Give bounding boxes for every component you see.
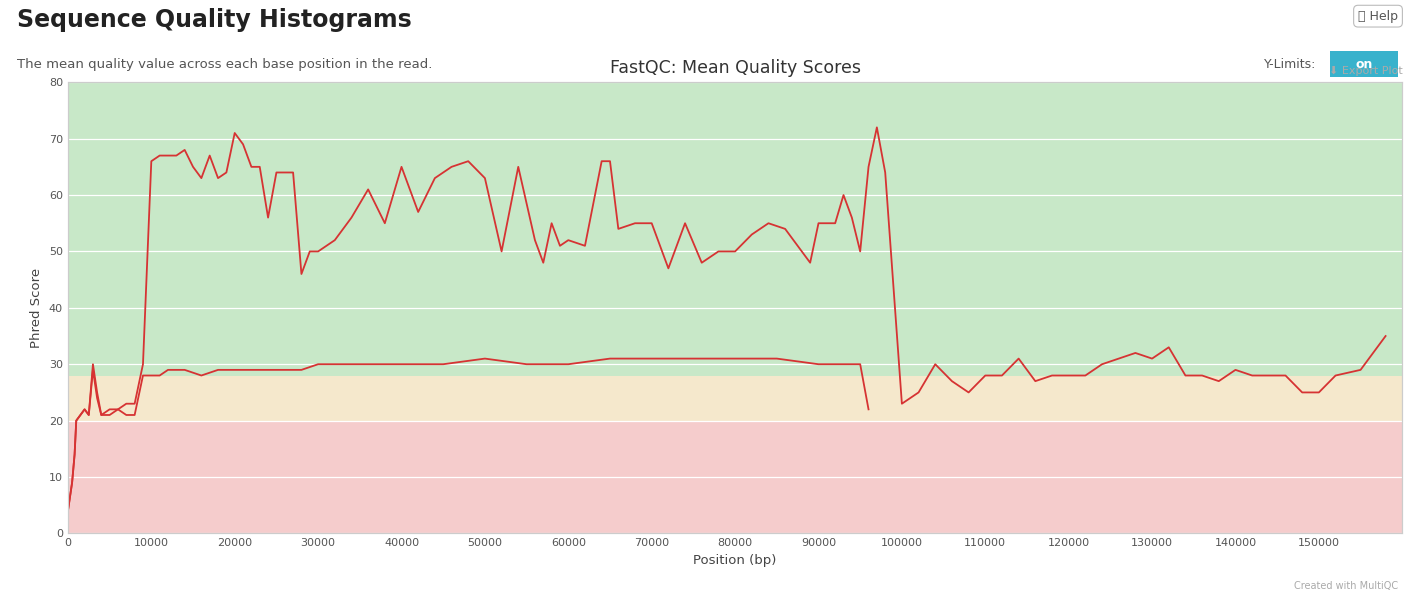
Text: Created with MultiQC: Created with MultiQC <box>1293 581 1398 591</box>
Title: FastQC: Mean Quality Scores: FastQC: Mean Quality Scores <box>610 58 860 76</box>
Bar <box>68 421 1402 533</box>
Text: ⓘ Help: ⓘ Help <box>1358 10 1398 23</box>
Text: on: on <box>1356 58 1373 70</box>
Y-axis label: Phred Score: Phred Score <box>30 268 44 348</box>
Text: Sequence Quality Histograms: Sequence Quality Histograms <box>17 8 412 32</box>
Text: The mean quality value across each base position in the read.: The mean quality value across each base … <box>17 58 433 71</box>
Text: ⬇ Export Plot: ⬇ Export Plot <box>1329 66 1402 76</box>
Bar <box>68 82 1402 375</box>
X-axis label: Position (bp): Position (bp) <box>693 554 777 567</box>
Bar <box>68 375 1402 421</box>
Text: Y-Limits:: Y-Limits: <box>1264 58 1316 71</box>
